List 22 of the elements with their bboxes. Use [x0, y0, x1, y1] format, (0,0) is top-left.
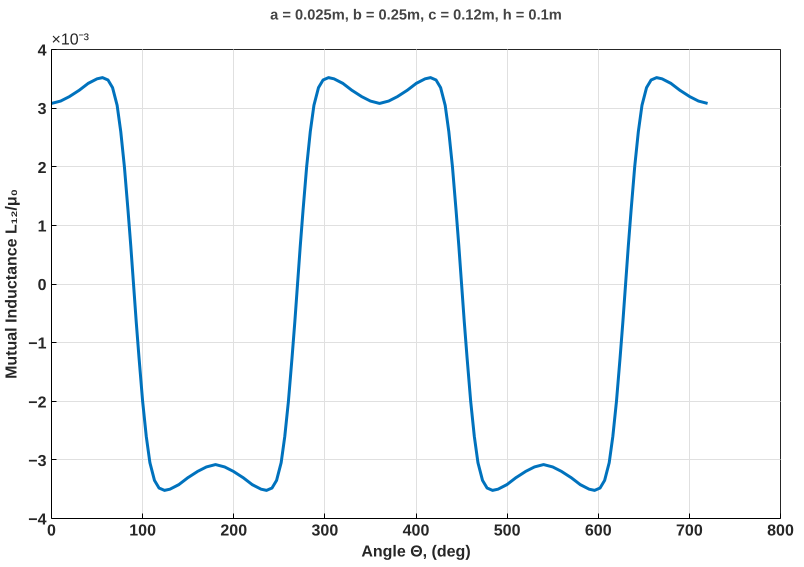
y-tick-label: 3 [38, 101, 47, 118]
x-tick-label: 500 [494, 522, 521, 540]
x-tick-label: 600 [584, 522, 612, 540]
y-tick-label: 4 [38, 42, 47, 60]
chart-title: a = 0.025m, b = 0.25m, c = 0.12m, h = 0.1m [270, 8, 562, 24]
y-tick-label: −1 [28, 336, 47, 353]
y-axis-title: Mutual Inductance L₁₂/μ₀ [3, 189, 20, 379]
y-tick-label: 0 [38, 277, 47, 294]
y-tick-label: 2 [38, 160, 47, 177]
text: ×10⁻³ [52, 32, 90, 48]
y-tick-label: −4 [28, 512, 47, 528]
x-tick-label: 100 [129, 522, 156, 540]
x-tick-label: 800 [767, 522, 794, 540]
x-tick-label: 300 [312, 522, 338, 540]
x-tick-label: 400 [402, 522, 430, 540]
x-tick-label: 700 [676, 522, 703, 540]
x-tick-label: 200 [220, 522, 248, 540]
y-tick-label: −3 [28, 452, 47, 470]
y-tick-label: −2 [28, 394, 47, 412]
x-axis-title: Angle Θ, (deg) [361, 544, 471, 560]
line-series [52, 76, 710, 492]
y-tick-label: 1 [38, 218, 47, 236]
